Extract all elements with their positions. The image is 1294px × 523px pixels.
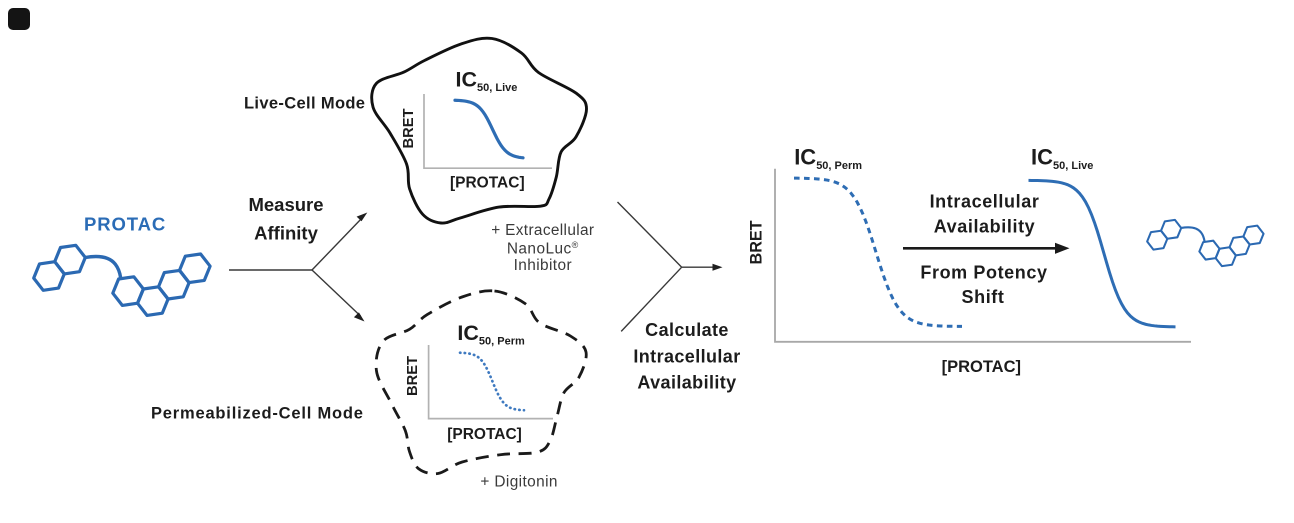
svg-text:[PROTAC]: [PROTAC] [450, 175, 525, 192]
svg-text:Inhibitor: Inhibitor [514, 257, 572, 274]
svg-text:+ Digitonin: + Digitonin [480, 473, 558, 490]
svg-text:+ Extracellular: + Extracellular [491, 222, 594, 239]
svg-text:Live-Cell Mode: Live-Cell Mode [244, 95, 365, 113]
svg-text:BRET: BRET [401, 108, 417, 148]
svg-text:Intracellular: Intracellular [930, 192, 1040, 212]
svg-text:Availability: Availability [637, 373, 736, 393]
svg-text:Availability: Availability [934, 216, 1036, 236]
svg-text:Permeabilized-Cell Mode: Permeabilized-Cell Mode [151, 405, 364, 423]
svg-text:Intracellular: Intracellular [633, 346, 740, 366]
svg-text:PROTAC: PROTAC [84, 214, 166, 235]
svg-text:Measure: Measure [248, 194, 323, 215]
svg-text:Affinity: Affinity [254, 222, 318, 243]
svg-text:Shift: Shift [962, 287, 1005, 307]
svg-text:Calculate: Calculate [645, 320, 729, 340]
svg-text:BRET: BRET [405, 356, 421, 396]
svg-text:[PROTAC]: [PROTAC] [447, 426, 522, 443]
svg-text:BRET: BRET [748, 220, 766, 264]
svg-text:[PROTAC]: [PROTAC] [942, 358, 1021, 376]
svg-text:From Potency: From Potency [920, 263, 1047, 283]
svg-text:NanoLuc®: NanoLuc® [507, 240, 579, 258]
